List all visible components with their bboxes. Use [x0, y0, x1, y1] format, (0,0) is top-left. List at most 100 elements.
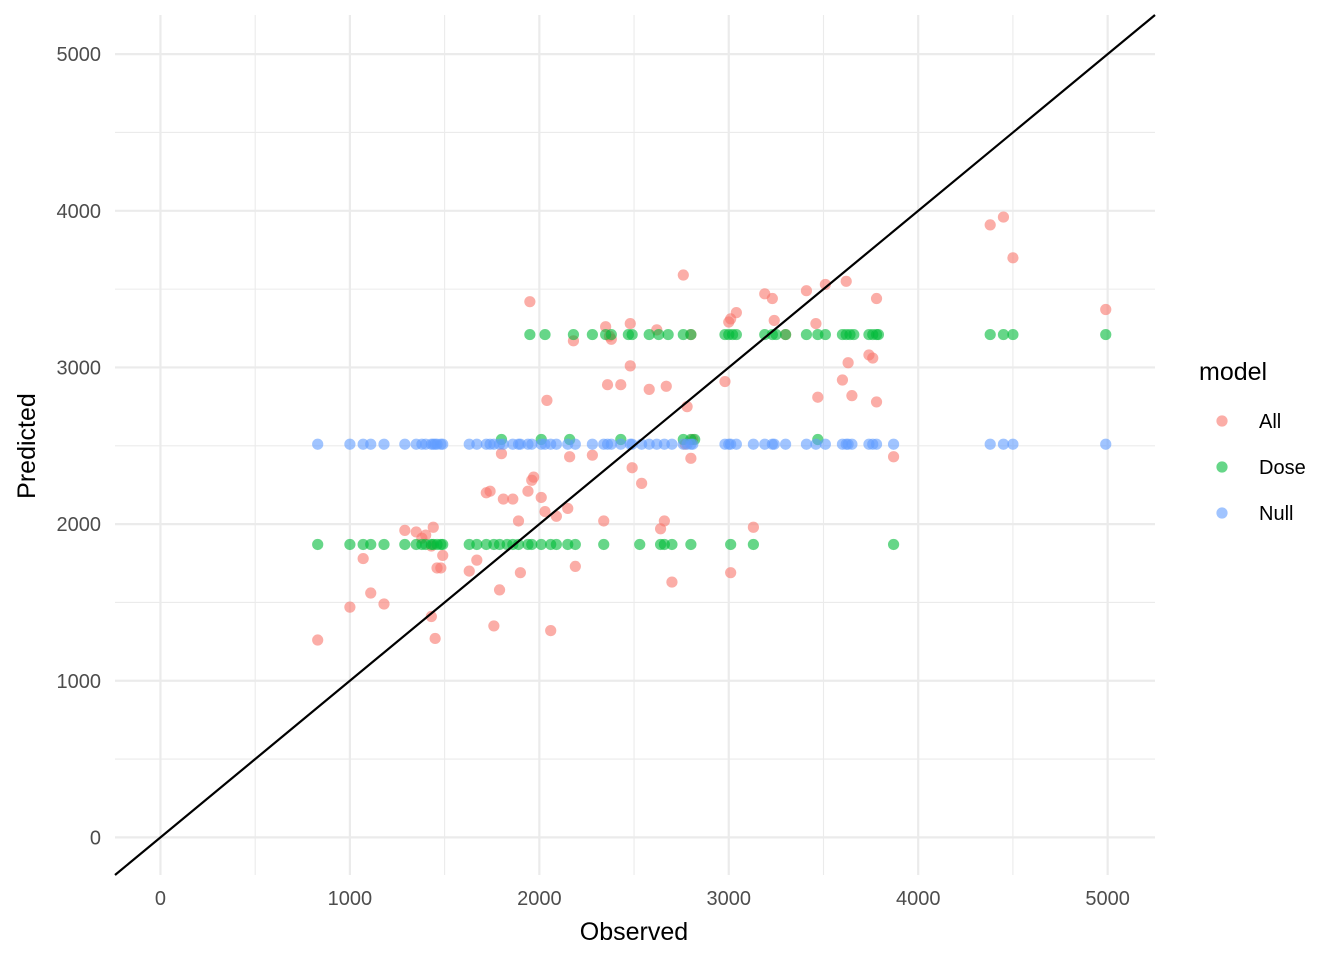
data-point-all: [601, 379, 614, 391]
data-point-all: [564, 451, 576, 463]
data-point-null: [819, 438, 831, 450]
legend-item-all: All: [1216, 411, 1281, 433]
data-point-dose: [725, 538, 737, 551]
data-point-all: [528, 471, 540, 483]
data-point-dose: [1007, 328, 1019, 341]
data-point-null: [626, 438, 638, 450]
data-point-dose: [643, 328, 655, 341]
data-point-null: [666, 438, 678, 450]
data-point-dose: [569, 538, 581, 551]
data-point-all: [344, 601, 356, 613]
data-point-all: [887, 451, 900, 463]
data-point-null: [747, 438, 759, 450]
data-point-dose: [399, 538, 411, 551]
data-point-dose: [634, 538, 646, 551]
series-dose: [312, 328, 1112, 551]
data-point-all: [378, 598, 390, 610]
data-point-null: [605, 438, 617, 450]
data-point-dose: [378, 538, 390, 551]
x-tick-label: 0: [155, 888, 166, 910]
data-point-all: [846, 390, 858, 402]
data-point-dose: [437, 538, 449, 551]
data-point-all: [624, 317, 636, 330]
legend-key-all: [1216, 415, 1228, 427]
data-point-all: [685, 452, 697, 464]
data-point-all: [984, 219, 996, 231]
x-tick-label: 2000: [517, 888, 562, 910]
data-point-dose: [535, 538, 547, 551]
data-point-null: [846, 438, 858, 450]
data-point-all: [768, 314, 780, 327]
x-tick-label: 5000: [1085, 888, 1130, 910]
data-point-dose: [344, 538, 356, 551]
data-point-all: [435, 562, 447, 574]
data-point-null: [365, 438, 377, 450]
data-point-all: [725, 567, 737, 579]
data-point-dose: [819, 328, 831, 341]
data-point-null: [471, 438, 483, 450]
data-point-dose: [539, 328, 551, 341]
data-point-all: [626, 462, 638, 474]
y-tick-label: 4000: [57, 201, 102, 223]
data-point-all: [600, 321, 612, 333]
data-points: [312, 211, 1112, 646]
data-point-all: [840, 275, 852, 287]
data-point-all: [437, 549, 449, 562]
series-null: [312, 438, 1112, 450]
legend-label-null: Null: [1259, 503, 1293, 525]
data-point-dose: [471, 538, 483, 551]
data-point-all: [598, 515, 610, 527]
data-point-all: [497, 493, 509, 505]
data-point-all: [766, 292, 778, 305]
data-point-dose: [887, 538, 900, 551]
data-point-dose: [662, 328, 674, 341]
data-point-null: [615, 438, 627, 450]
data-point-all: [365, 587, 377, 599]
data-point-all: [870, 292, 883, 305]
data-point-all: [677, 269, 689, 281]
data-point-all: [562, 502, 574, 515]
data-point-all: [471, 554, 483, 566]
y-tick-label: 3000: [57, 357, 102, 379]
data-point-all: [522, 485, 534, 497]
data-point-null: [312, 438, 324, 450]
data-point-dose: [550, 538, 562, 551]
data-point-all: [535, 491, 547, 504]
data-point-all: [1007, 252, 1019, 264]
data-point-all: [812, 391, 824, 403]
y-tick-label: 1000: [57, 671, 102, 693]
data-point-all: [495, 448, 508, 460]
data-point-all: [730, 307, 742, 319]
data-point-dose: [747, 538, 759, 551]
data-point-all: [624, 360, 636, 372]
legend: model All Dose Null: [1199, 358, 1306, 525]
legend-item-null: Null: [1216, 503, 1293, 525]
data-point-dose: [567, 328, 580, 341]
data-point-all: [615, 379, 627, 391]
data-point-null: [768, 438, 780, 450]
data-point-null: [526, 438, 538, 450]
y-tick-label: 2000: [57, 514, 102, 536]
y-axis-title: Predicted: [13, 393, 41, 499]
x-tick-label: 3000: [707, 888, 752, 910]
data-point-null: [569, 438, 581, 450]
data-point-all: [545, 625, 557, 637]
data-point-all: [399, 524, 411, 536]
data-point-all: [658, 515, 670, 527]
legend-title: model: [1199, 358, 1267, 386]
data-point-dose: [1100, 328, 1112, 341]
x-tick-label: 1000: [328, 888, 373, 910]
data-point-null: [984, 438, 996, 450]
data-point-all: [488, 620, 500, 632]
x-axis-tick-labels: 0 1000 2000 3000 4000 5000: [155, 888, 1130, 910]
data-point-all: [484, 485, 496, 497]
x-tick-label: 4000: [896, 888, 941, 910]
data-point-all: [836, 374, 849, 386]
data-point-dose: [997, 328, 1010, 341]
legend-label-dose: Dose: [1259, 457, 1306, 479]
y-tick-label: 5000: [57, 44, 102, 66]
data-point-dose: [626, 328, 638, 341]
data-point-dose: [730, 328, 742, 341]
data-point-all: [1100, 303, 1112, 316]
data-point-null: [1007, 438, 1019, 450]
